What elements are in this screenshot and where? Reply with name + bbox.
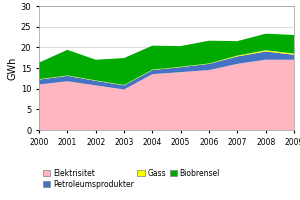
Legend: Elektrisitet, Petroleumsprodukter, Gass, Biobrensel: Elektrisitet, Petroleumsprodukter, Gass,… — [43, 169, 220, 189]
Y-axis label: GWh: GWh — [8, 56, 18, 80]
